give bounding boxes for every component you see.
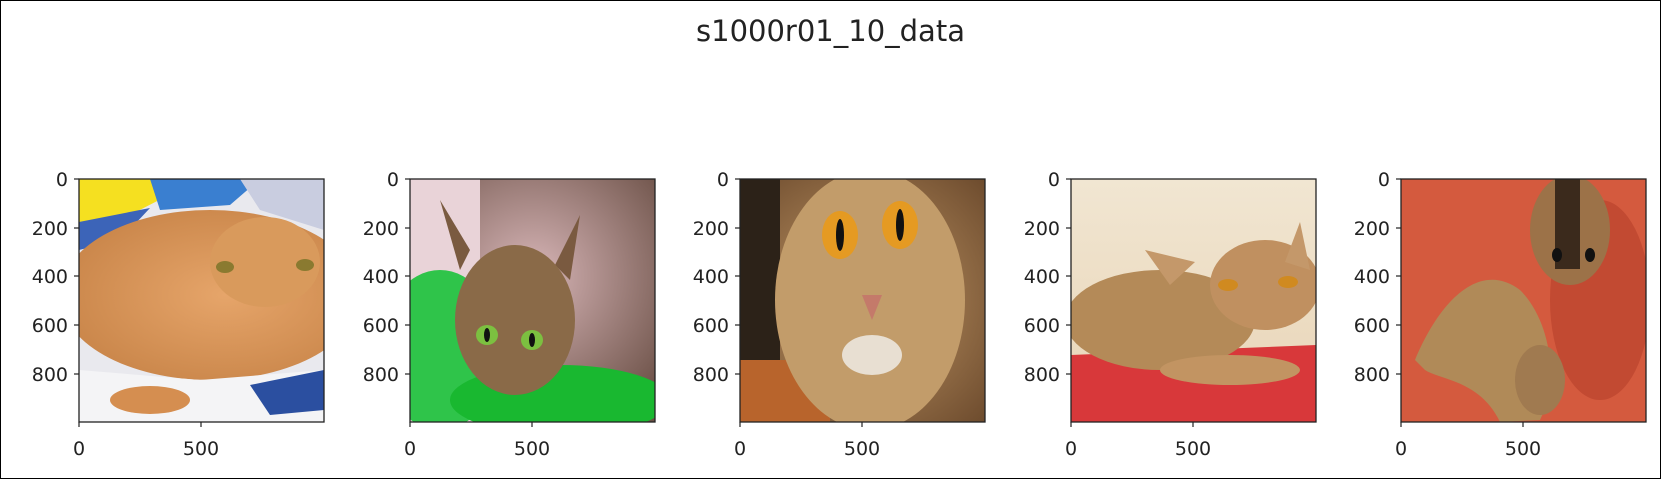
y-tick-label: 600 <box>363 315 399 337</box>
x-tick-label: 500 <box>514 438 550 460</box>
x-tick-label: 500 <box>1175 438 1211 460</box>
y-tick-label: 600 <box>1024 315 1060 337</box>
y-tick-label: 400 <box>1354 266 1390 288</box>
y-tick-label: 0 <box>1048 169 1060 191</box>
y-tick-label: 0 <box>387 169 399 191</box>
y-tick-label: 200 <box>32 218 68 240</box>
x-tick-label: 0 <box>73 438 85 460</box>
y-tick-label: 400 <box>363 266 399 288</box>
y-tick-label: 0 <box>56 169 68 191</box>
y-tick-label: 800 <box>363 364 399 386</box>
y-tick-label: 800 <box>1024 364 1060 386</box>
cat-image-3 <box>740 179 985 422</box>
y-tick-label: 400 <box>1024 266 1060 288</box>
x-tick-label: 0 <box>1395 438 1407 460</box>
y-tick-label: 600 <box>1354 315 1390 337</box>
y-tick-label: 600 <box>693 315 729 337</box>
y-tick-labels: 0 200 400 600 800 0 200 400 600 800 0 20… <box>32 169 1390 386</box>
y-tick-label: 400 <box>693 266 729 288</box>
y-tick-label: 200 <box>363 218 399 240</box>
y-tick-label: 0 <box>717 169 729 191</box>
x-tick-label: 500 <box>183 438 219 460</box>
x-tick-labels: 0 500 0 500 0 500 0 500 0 500 <box>73 438 1541 460</box>
x-tick-label: 500 <box>844 438 880 460</box>
y-tick-label: 0 <box>1378 169 1390 191</box>
x-tick-label: 500 <box>1505 438 1541 460</box>
figure-title: s1000r01_10_data <box>696 14 965 48</box>
cat-image-5 <box>1401 179 1646 422</box>
y-tick-label: 800 <box>1354 364 1390 386</box>
tick-marks <box>74 178 1524 427</box>
y-tick-label: 800 <box>693 364 729 386</box>
y-tick-label: 200 <box>1354 218 1390 240</box>
x-tick-label: 0 <box>734 438 746 460</box>
y-tick-label: 200 <box>693 218 729 240</box>
x-tick-label: 0 <box>1065 438 1077 460</box>
cat-image-4 <box>1071 179 1316 422</box>
y-tick-label: 400 <box>32 266 68 288</box>
cat-image-1 <box>79 179 324 422</box>
cat-image-2 <box>410 179 655 422</box>
y-tick-label: 200 <box>1024 218 1060 240</box>
y-tick-label: 600 <box>32 315 68 337</box>
y-tick-label: 800 <box>32 364 68 386</box>
x-tick-label: 0 <box>404 438 416 460</box>
